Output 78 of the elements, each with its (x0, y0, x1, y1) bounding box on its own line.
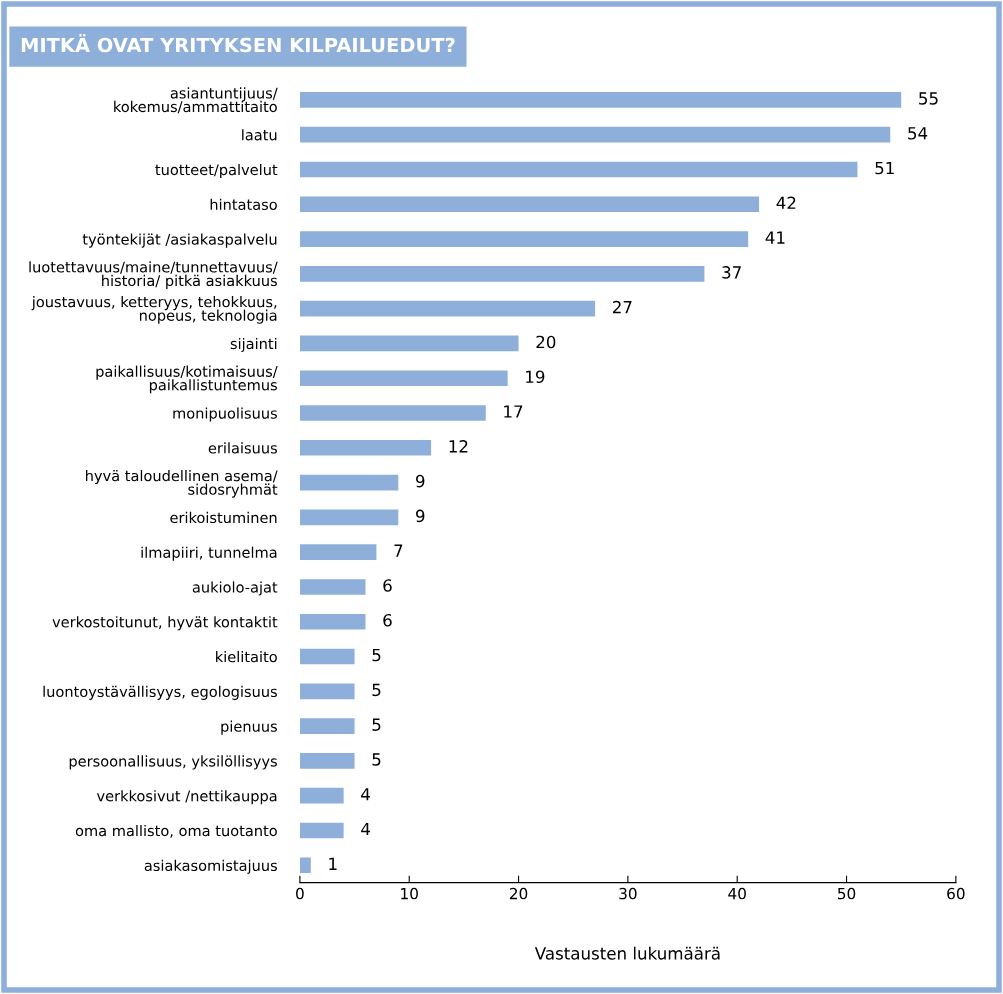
y-tick-label: hyvä taloudellinen asema/ sidosryhmät (86, 469, 278, 498)
data-label: 12 (449, 440, 468, 453)
data-label: 5 (372, 648, 381, 662)
bar (299, 335, 519, 352)
bar (299, 405, 486, 421)
data-label: 9 (416, 509, 425, 523)
bar (299, 544, 377, 560)
data-label: 4 (361, 788, 370, 801)
data-label: 27 (612, 300, 632, 314)
data-label: 4 (361, 822, 370, 836)
bar (299, 300, 596, 317)
y-tick-label: oma mallisto, oma tuotanto (75, 824, 277, 838)
bar (299, 718, 355, 734)
data-label: 5 (372, 718, 381, 731)
data-label: 6 (383, 579, 392, 592)
bar (299, 92, 902, 108)
x-tick-label: 30 (619, 887, 637, 900)
data-label: 55 (919, 92, 938, 105)
chart-title: MITKÄ OVAT YRITYKSEN KILPAILUEDUT? (21, 34, 455, 53)
y-tick-label: laatu (242, 129, 277, 141)
bar (299, 787, 344, 804)
data-label: 1 (329, 857, 337, 870)
bar (299, 579, 366, 595)
data-label: 19 (526, 370, 545, 384)
bar (299, 509, 399, 526)
bar (299, 370, 508, 387)
data-label: 42 (776, 196, 796, 209)
bar (299, 266, 705, 282)
y-tick-label: paikallisuus/kotimaisuus/ paikallistuntemus (96, 365, 278, 394)
y-tick-label: hintataso (210, 198, 277, 211)
x-tick-label: 50 (837, 887, 856, 900)
bar (299, 126, 891, 143)
x-tick-label: 20 (509, 887, 528, 900)
bar (299, 648, 355, 665)
data-label: 6 (383, 613, 392, 627)
y-tick-label: työntekijät /asiakaspalvelu (82, 233, 277, 248)
data-label: 37 (722, 266, 741, 279)
y-tick-label: verkostoitunut, hyvät kontaktit (52, 616, 278, 631)
y-tick-label: tuotteet/palvelut (155, 163, 278, 179)
y-tick-label: erilaisuus (208, 442, 277, 454)
x-tick-label: 0 (296, 887, 304, 900)
bar (299, 161, 858, 178)
bar (299, 439, 432, 456)
x-tick-label: 10 (401, 887, 418, 900)
bar (299, 474, 399, 491)
y-tick-label: luotettavuus/maine/tunnettavuus/ historia/ pitkä asiakkuus (29, 261, 278, 289)
y-tick-label: asiantuntijuus/ kokemus/ammattitaito (114, 87, 278, 114)
x-tick-label: 60 (947, 887, 965, 900)
x-tick-label: 40 (728, 887, 746, 900)
y-tick-label: aukiolo-ajat (192, 581, 278, 596)
y-tick-label: joustavuus, ketteryys, tehokkuus, nopeus, teknologia (31, 296, 277, 324)
data-label: 41 (765, 231, 785, 244)
bar (299, 683, 355, 700)
data-label: 17 (504, 405, 523, 418)
y-tick-label: persoonallisuus, yksilöllisyys (69, 755, 277, 770)
bar (299, 753, 355, 769)
y-tick-label: verkkosivut /nettikauppa (96, 790, 277, 805)
bar (299, 822, 344, 839)
y-tick-label: erikoistuminen (170, 511, 277, 524)
y-tick-label: kielitaito (216, 651, 277, 663)
data-label: 20 (536, 335, 556, 349)
y-tick-label: ilmapiiri, tunnelma (141, 546, 277, 561)
y-tick-label: pienuus (221, 720, 277, 735)
x-axis-title: Vastausten lukumäärä (534, 946, 720, 960)
data-label: 51 (875, 161, 894, 175)
y-tick-label: luontoystävällisyys, egologisuus (43, 685, 277, 700)
data-label: 9 (416, 474, 425, 488)
data-label: 54 (908, 127, 928, 140)
bar (299, 196, 760, 213)
data-label: 5 (372, 683, 381, 697)
y-tick-label: sijainti (230, 337, 277, 352)
y-tick-label: asiakasomistajuus (144, 859, 277, 874)
y-tick-label: monipuolisuus (173, 407, 277, 422)
data-label: 7 (394, 544, 403, 557)
data-label: 5 (372, 753, 381, 766)
bar (299, 231, 749, 247)
bar (299, 857, 311, 874)
bar (299, 613, 366, 630)
